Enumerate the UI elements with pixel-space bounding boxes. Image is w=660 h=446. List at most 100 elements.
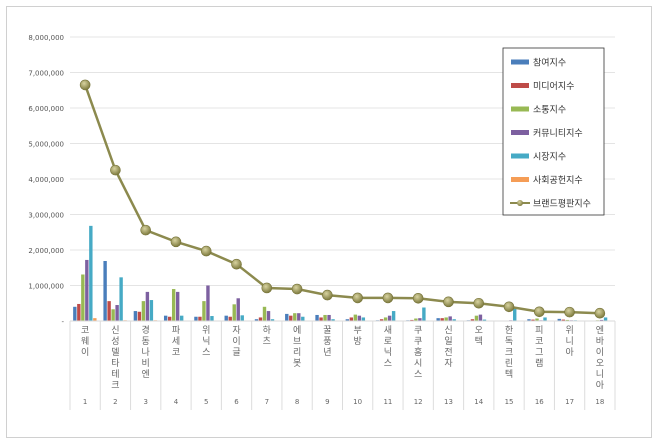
rank-label: 15 — [505, 398, 514, 406]
bar-3 — [353, 314, 358, 321]
bar-1 — [73, 306, 77, 321]
bar-3 — [141, 301, 146, 321]
bar-4 — [236, 298, 240, 321]
brand-index-point — [110, 164, 121, 176]
y-tick-label: 3,000,000 — [28, 212, 64, 220]
legend-label: 브랜드평판지수 — [533, 199, 591, 210]
bar-3 — [171, 289, 176, 321]
bar-5 — [149, 300, 154, 321]
bar-1 — [436, 318, 440, 321]
bar-2 — [561, 319, 565, 321]
bar-4 — [327, 314, 331, 321]
brand-index-point — [473, 297, 485, 309]
bar-2 — [349, 317, 354, 321]
bar-3 — [414, 318, 418, 321]
bar-4 — [206, 285, 210, 321]
brand-index-point — [564, 306, 575, 318]
brand-index-point — [352, 292, 363, 304]
bar-3 — [535, 318, 539, 321]
bar-4 — [599, 319, 604, 321]
legend-label: 커뮤니티지수 — [533, 128, 583, 139]
brand-index-point — [261, 282, 273, 294]
bar-5 — [331, 319, 335, 321]
brand-index-point — [503, 301, 515, 313]
rank-label: 4 — [174, 398, 179, 406]
bar-1 — [254, 319, 259, 321]
bar-3 — [474, 315, 479, 321]
bar-3 — [232, 304, 236, 321]
bar-5 — [422, 307, 426, 321]
bar-5 — [361, 317, 366, 321]
bar-3 — [293, 313, 297, 321]
rank-label: 3 — [143, 398, 147, 406]
bar-4 — [387, 315, 392, 321]
bar-2 — [107, 301, 111, 321]
bar-1 — [527, 319, 531, 321]
brand-index-point — [291, 283, 303, 295]
rank-label: 9 — [325, 398, 329, 406]
rank-label: 6 — [234, 398, 239, 406]
bar-2 — [258, 317, 263, 321]
rank-label: 16 — [535, 398, 544, 406]
bar-1 — [557, 318, 561, 321]
y-tick-label: 5,000,000 — [28, 141, 64, 149]
brand-index-point — [382, 292, 394, 304]
bar-3 — [202, 301, 206, 321]
rank-label: 14 — [474, 398, 483, 406]
bar-4 — [478, 314, 483, 321]
bar-2 — [319, 317, 323, 321]
bar-5 — [482, 319, 487, 321]
bar-2 — [410, 319, 414, 321]
brand-index-point — [170, 236, 182, 248]
legend-label: 참여지수 — [533, 57, 566, 69]
bar-4 — [145, 291, 150, 321]
bar-1 — [285, 313, 289, 321]
legend-label: 사회공헌지수 — [533, 175, 583, 186]
legend-label: 미디어지수 — [533, 81, 574, 92]
chart-frame — [6, 6, 652, 438]
bar-2 — [137, 311, 142, 321]
bar-5 — [240, 315, 244, 321]
bar-3 — [323, 314, 327, 321]
bar-2 — [289, 315, 293, 321]
bar-2 — [470, 319, 475, 321]
y-tick-label: 7,000,000 — [28, 70, 64, 78]
brand-index-point — [140, 224, 151, 236]
bar-2 — [77, 303, 81, 321]
bar-4 — [115, 305, 119, 321]
y-tick-label: - — [61, 318, 64, 326]
legend-dot-icon — [517, 200, 523, 206]
bar-3 — [111, 309, 115, 321]
bar-1 — [224, 315, 228, 321]
rank-label: 8 — [295, 398, 299, 406]
legend-swatch — [511, 130, 529, 135]
rank-label: 12 — [414, 398, 423, 406]
rank-label: 17 — [565, 398, 574, 406]
bar-2 — [440, 318, 444, 321]
legend-swatch — [511, 106, 529, 112]
rank-label: 5 — [204, 398, 208, 406]
bar-5 — [543, 317, 547, 321]
brand-index-point — [79, 79, 91, 91]
bar-3 — [565, 319, 569, 321]
bar-6 — [93, 318, 97, 321]
bar-5 — [179, 315, 184, 321]
bar-1 — [315, 314, 319, 321]
brand-index-point — [200, 245, 212, 257]
rank-label: 2 — [113, 398, 117, 406]
